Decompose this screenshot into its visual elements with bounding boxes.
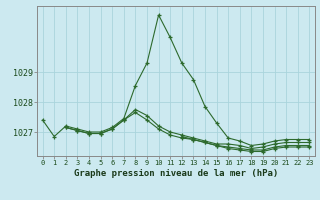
X-axis label: Graphe pression niveau de la mer (hPa): Graphe pression niveau de la mer (hPa) bbox=[74, 169, 278, 178]
